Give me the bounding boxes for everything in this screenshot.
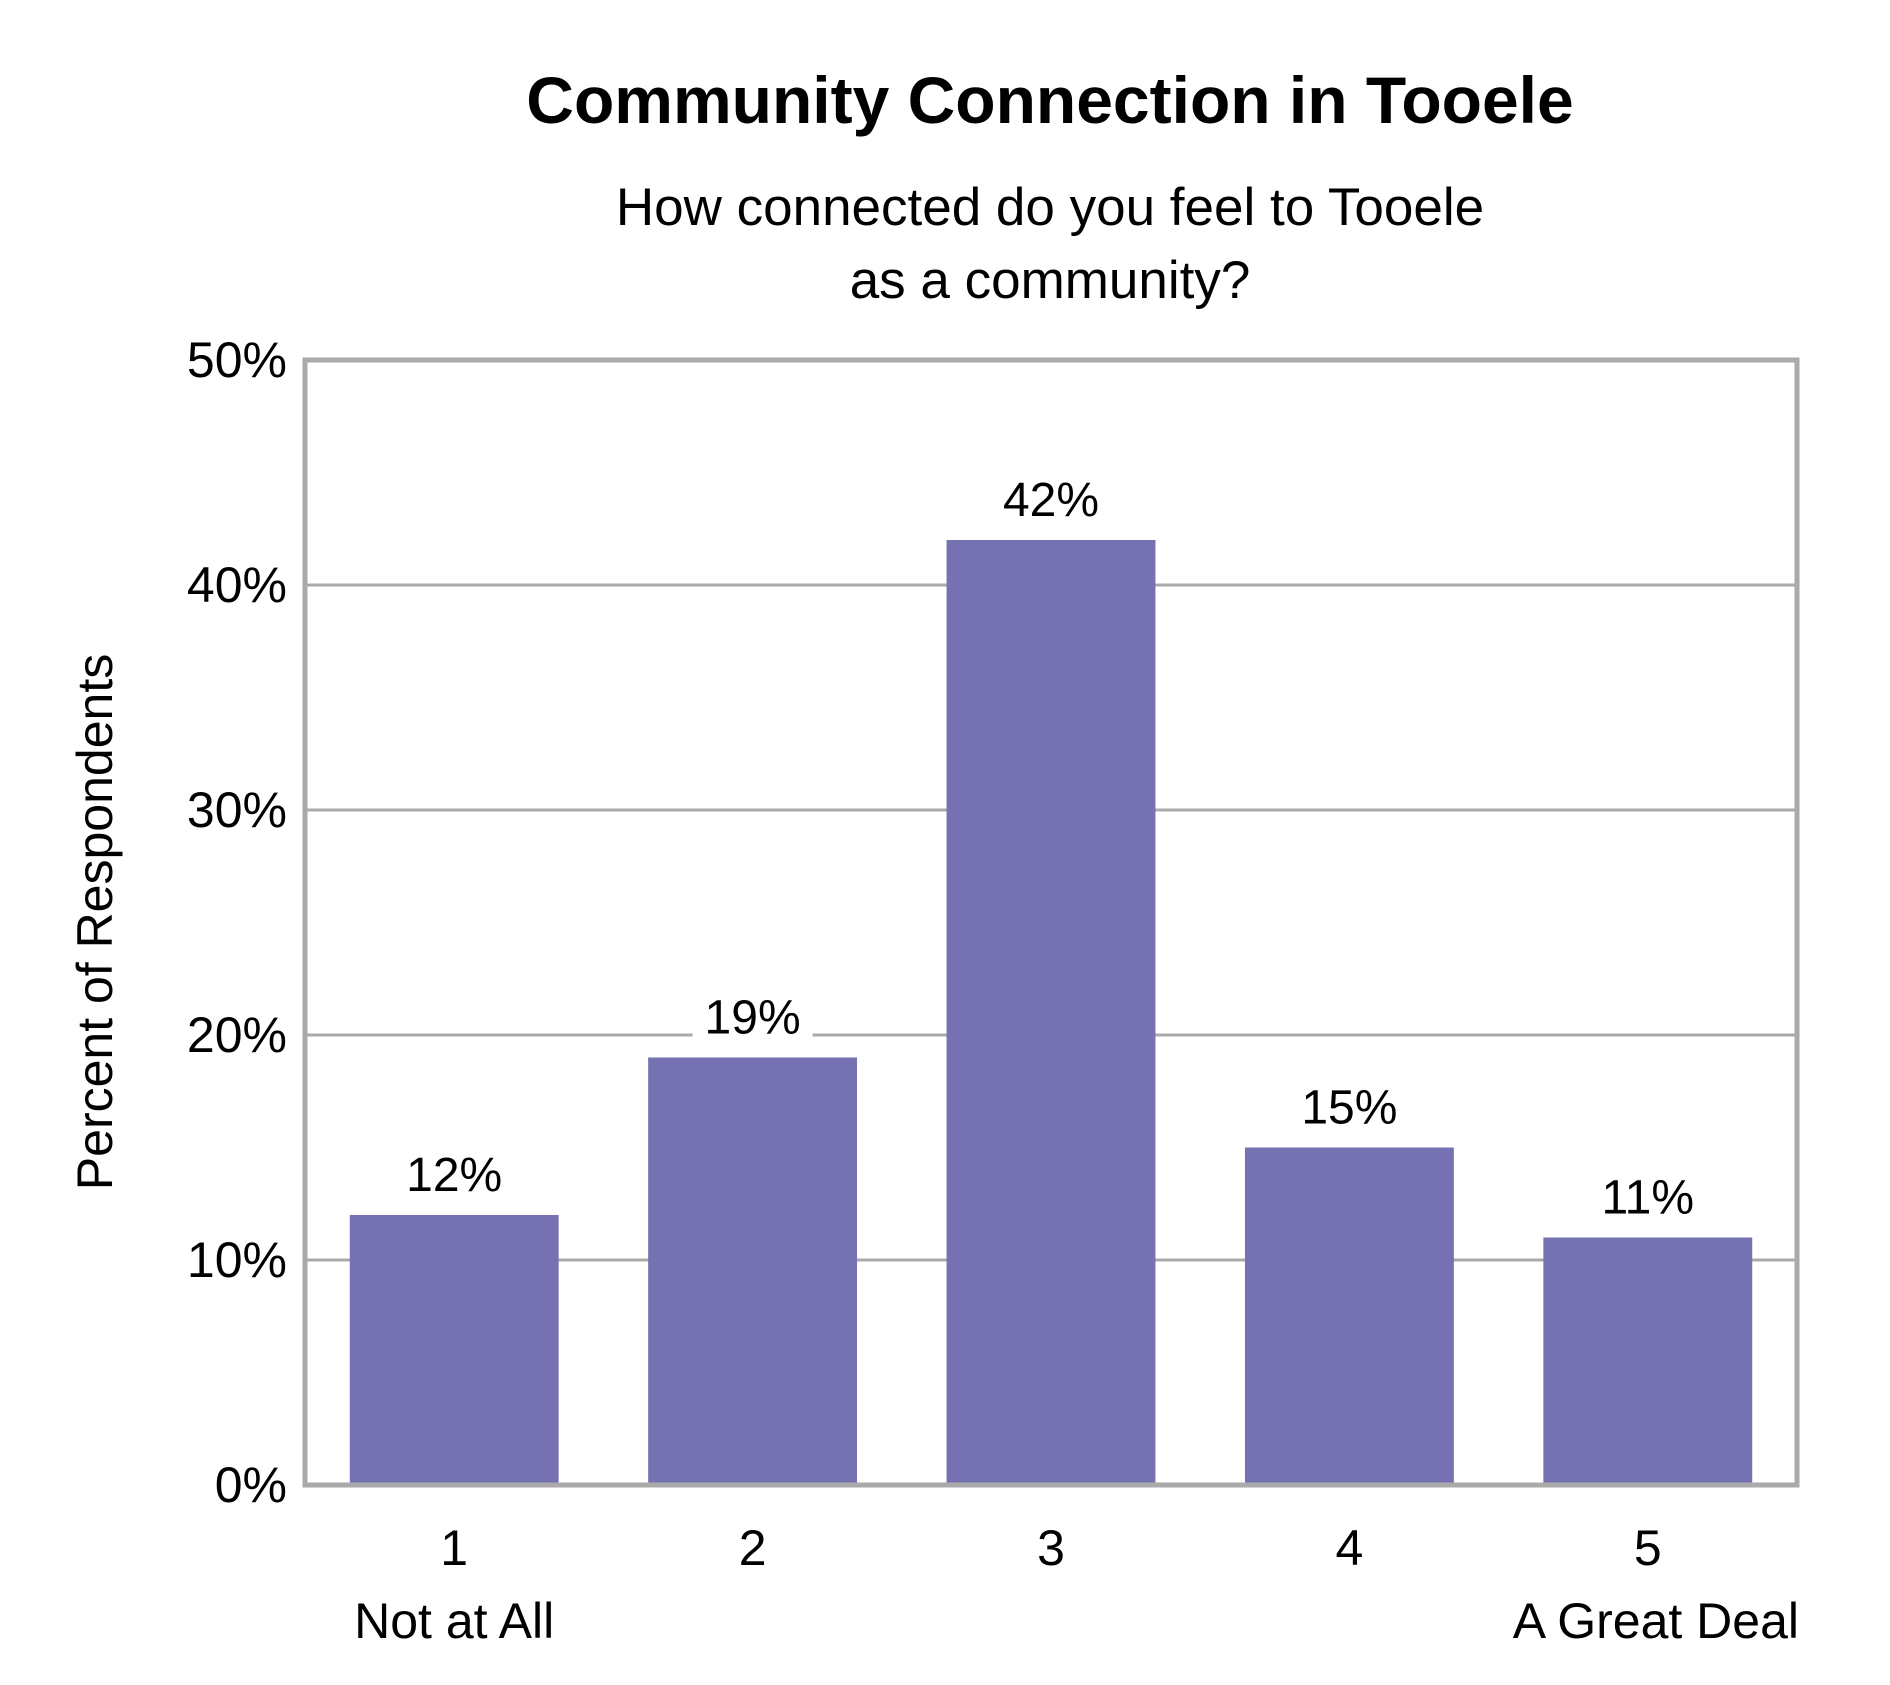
y-tick-label: 50% [187,332,287,388]
x-tick-label: 2 [739,1520,767,1576]
bar [1543,1237,1753,1485]
x-axis-ticks: 1 Not at All 2 3 4 5 A Great Deal [354,1520,1799,1649]
data-labels: 12% 19% 42% 15% 11% [394,468,1708,1226]
y-tick-label: 30% [187,782,287,838]
data-label-backdrop [1587,1165,1708,1226]
y-tick-label: 20% [187,1007,287,1063]
bar [349,1215,559,1485]
data-label: 11% [1602,1172,1695,1225]
chart-subtitle-line-2: as a community? [850,251,1251,310]
plot-frame [302,357,1800,1488]
x-tick-label: 4 [1335,1520,1363,1576]
y-tick-label: 40% [187,557,287,613]
y-tick-label: 10% [187,1232,287,1288]
x-tick-label: 5 [1634,1520,1662,1576]
x-category-sublabel: A Great Deal [1513,1593,1799,1649]
chart-title: Community Connection in Tooele [526,63,1573,137]
x-category-sublabel: Not at All [354,1593,554,1649]
bars [349,540,1753,1485]
y-tick-label: 0% [215,1457,287,1513]
x-tick-label: 1 [440,1520,468,1576]
bar [946,540,1156,1485]
data-label-backdrop [394,1143,515,1203]
x-tick-label: 3 [1037,1520,1065,1576]
plot-border [302,357,1800,1488]
data-label: 19% [705,992,801,1045]
data-label: 15% [1301,1082,1397,1135]
bar [648,1057,858,1485]
data-label: 12% [406,1149,502,1202]
data-label-backdrop [1289,1075,1410,1136]
data-label-backdrop [692,985,813,1046]
bar [1244,1147,1454,1485]
data-label: 42% [1003,474,1099,527]
chart-subtitle-line-1: How connected do you feel to Tooele [616,178,1484,237]
data-label-backdrop [991,468,1111,528]
y-axis-ticks: 0% 10% 20% 30% 40% 50% [187,332,287,1513]
y-axis-label: Percent of Respondents [67,654,123,1190]
